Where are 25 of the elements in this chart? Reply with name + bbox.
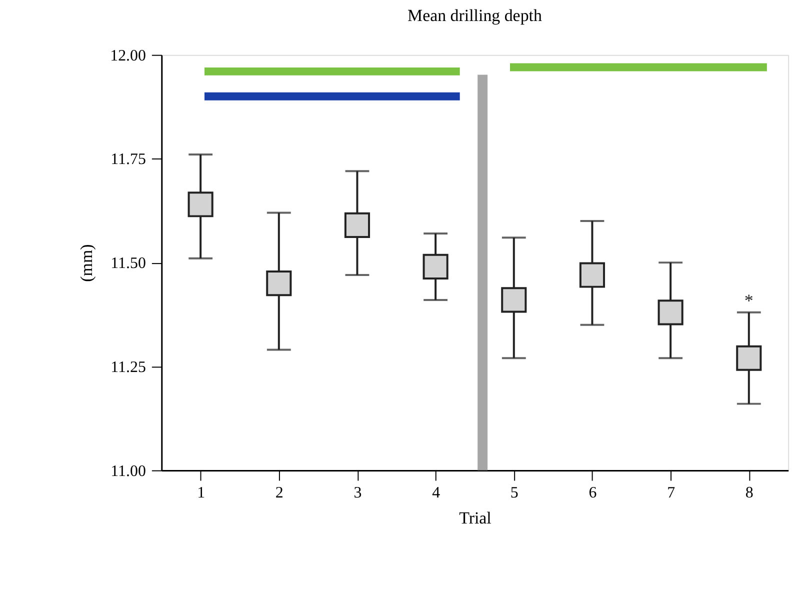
point (344, 212, 370, 238)
y-axis-title: (mm) (77, 244, 96, 282)
point (736, 345, 762, 371)
x-tick-label: 7 (667, 484, 676, 502)
point (579, 262, 606, 288)
x-tick-label: 1 (197, 484, 206, 502)
y-tick-label: 11.75 (110, 151, 146, 168)
point (501, 287, 527, 313)
x-tick-label: 6 (588, 484, 597, 502)
x-tick-label: 4 (432, 484, 440, 502)
x-tick-label: 8 (745, 484, 754, 502)
x-tick-label: 2 (275, 484, 284, 502)
annotation: * (744, 290, 754, 310)
y-tick-label: 11.25 (110, 358, 146, 376)
y-tick-label: 11.00 (110, 462, 146, 480)
point (188, 192, 214, 218)
y-tick-label: 12.00 (110, 47, 146, 64)
x-tick-label: 5 (510, 484, 518, 502)
chart-title: Mean drilling depth (408, 6, 542, 25)
x-tick-label: 3 (354, 484, 362, 502)
point (658, 300, 684, 326)
y-tick-label: 11.50 (110, 255, 146, 272)
x-axis-title: Trial (459, 508, 492, 528)
point (422, 254, 448, 280)
point (266, 270, 292, 296)
